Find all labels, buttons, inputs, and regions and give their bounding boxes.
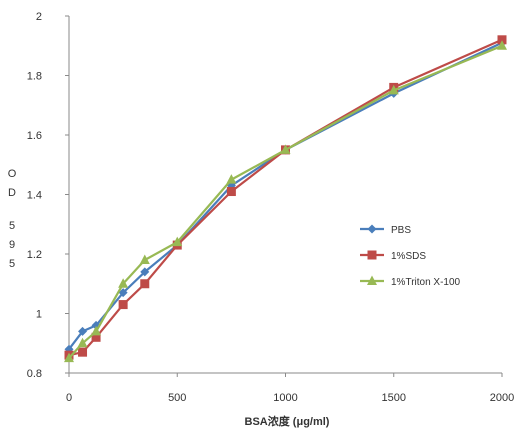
- x-tick-label: 500: [168, 392, 186, 404]
- data-point: [77, 337, 88, 348]
- legend-item: PBS: [360, 224, 411, 236]
- series-line: [68, 41, 503, 350]
- y-axis-label-char: O: [8, 168, 17, 180]
- data-point: [497, 40, 507, 50]
- data-point: [118, 288, 128, 298]
- y-axis-label-char: 5: [9, 258, 15, 270]
- legend-marker: [367, 224, 377, 234]
- y-axis-label-char: 9: [9, 239, 15, 251]
- x-tick-label: 1000: [273, 392, 297, 404]
- y-tick-label: 0.8: [27, 368, 42, 380]
- y-tick-label: 1.8: [27, 71, 42, 83]
- data-point: [140, 267, 150, 277]
- data-point: [388, 84, 399, 95]
- legend-label: PBS: [391, 225, 411, 236]
- legend-item: 1%Triton X-100: [360, 275, 461, 288]
- series-line: [68, 44, 503, 359]
- y-tick-label: 1.6: [27, 130, 42, 142]
- legend-label: 1%SDS: [391, 251, 426, 262]
- data-point: [118, 278, 129, 288]
- x-tick-label: 1500: [382, 392, 406, 404]
- legend-label: 1%Triton X-100: [391, 277, 461, 288]
- series-layer: [64, 35, 507, 363]
- data-point: [172, 236, 183, 247]
- legend-marker: [367, 275, 377, 285]
- y-axis-ticks: 0.8 1 1.2 1.4 1.6 1.8 2: [27, 11, 69, 380]
- data-point: [226, 174, 237, 184]
- data-point: [91, 332, 101, 342]
- x-tick-label: 2000: [490, 392, 514, 404]
- series-3: [64, 40, 507, 363]
- x-axis-title: BSA浓度 (μg/ml): [245, 414, 330, 428]
- y-tick-label: 1.4: [27, 190, 42, 202]
- data-point: [78, 347, 88, 357]
- data-point: [118, 300, 128, 310]
- data-point: [226, 187, 236, 197]
- legend: PBS 1%SDS 1%Triton X-100: [360, 224, 461, 288]
- series-line: [68, 38, 503, 357]
- y-axis-label-char: 5: [9, 220, 15, 232]
- y-tick-label: 1.2: [27, 249, 42, 261]
- data-point: [91, 325, 102, 336]
- series-1: [64, 38, 507, 354]
- data-point: [139, 254, 150, 264]
- x-axis-ticks: 0 500 1000 1500 2000: [66, 373, 514, 404]
- data-point: [497, 35, 507, 45]
- legend-item: 1%SDS: [360, 250, 426, 262]
- series-2: [64, 35, 507, 360]
- y-tick-label: 1: [36, 309, 42, 321]
- data-point: [78, 326, 88, 336]
- data-point: [64, 352, 74, 363]
- data-point: [280, 144, 291, 154]
- legend-marker: [367, 250, 377, 260]
- y-axis-label: OD 5 9 5: [8, 168, 17, 270]
- data-point: [140, 279, 150, 289]
- y-axis-label-char: D: [8, 187, 16, 199]
- y-tick-label: 2: [36, 11, 42, 23]
- x-tick-label: 0: [66, 392, 72, 404]
